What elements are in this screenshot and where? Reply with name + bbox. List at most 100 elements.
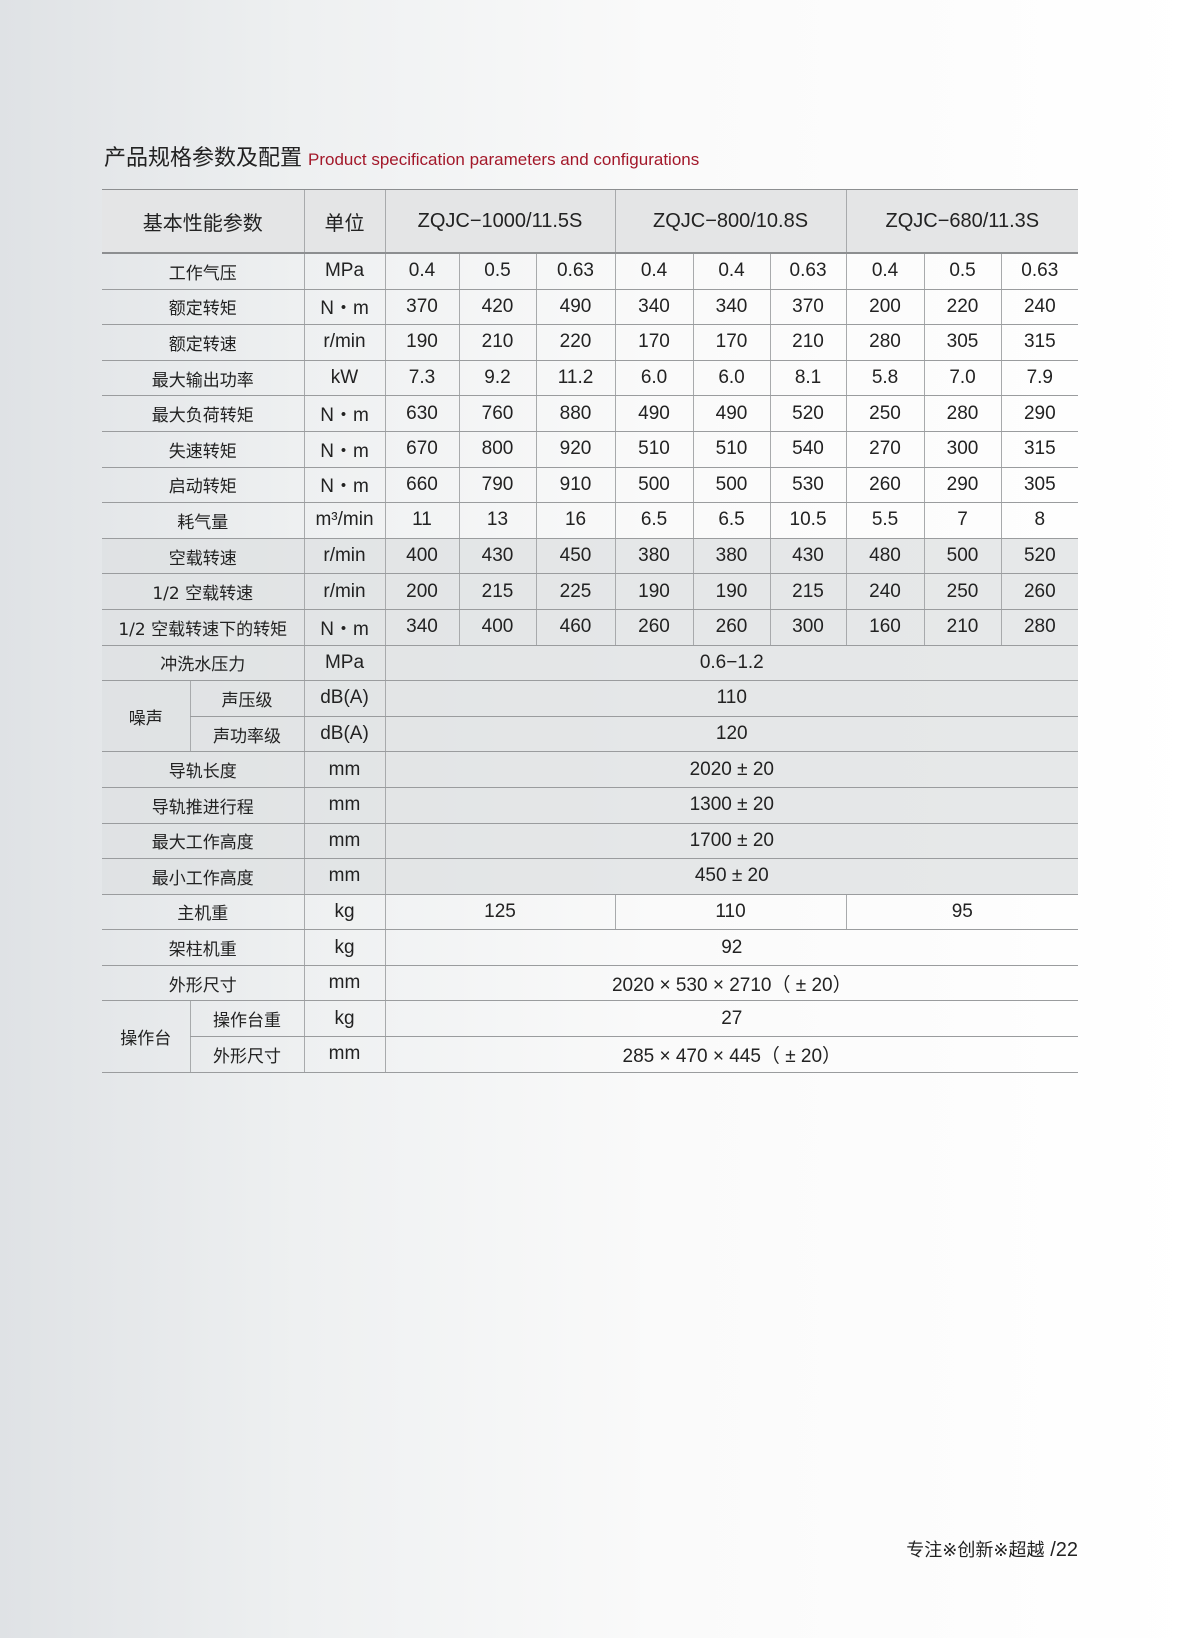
param-value: 8.1 — [769, 360, 847, 397]
param-value: 110 — [614, 894, 847, 931]
table-row: 主机重 kg 125 110 95 — [102, 894, 1079, 931]
param-value: 190 — [384, 324, 459, 361]
param-value: 540 — [769, 431, 847, 468]
param-value: 7 — [923, 502, 1002, 539]
param-value: 0.63 — [1000, 253, 1079, 290]
param-value: 215 — [458, 573, 536, 610]
param-value: 260 — [692, 609, 771, 646]
param-value: 1700 ± 20 — [384, 823, 1079, 860]
param-name: 操作台重 — [189, 1000, 304, 1038]
param-value: 285 × 470 × 445（ ± 20） — [384, 1036, 1079, 1073]
param-value: 11.2 — [535, 360, 616, 397]
param-unit: N・m — [303, 609, 385, 646]
param-value: 400 — [458, 609, 536, 646]
param-value: 0.6−1.2 — [384, 645, 1079, 682]
param-unit: N・m — [303, 289, 385, 326]
param-value: 0.63 — [535, 253, 616, 290]
param-value: 290 — [1000, 395, 1079, 432]
param-value: 280 — [1000, 609, 1079, 646]
param-value: 400 — [384, 538, 459, 575]
page-number: /22 — [1050, 1539, 1078, 1561]
param-unit: kg — [303, 1000, 385, 1038]
param-name: 耗气量 — [102, 502, 304, 539]
param-value: 225 — [535, 573, 616, 610]
param-name: 额定转速 — [102, 324, 304, 361]
title-zh: 产品规格参数及配置 — [104, 146, 303, 171]
param-value: 10.5 — [769, 502, 847, 539]
param-unit: mm — [303, 787, 385, 824]
param-value: 0.5 — [458, 253, 536, 290]
param-value: 490 — [692, 395, 771, 432]
param-unit: kW — [303, 360, 385, 397]
param-value: 240 — [1000, 289, 1079, 326]
param-value: 340 — [692, 289, 771, 326]
param-value: 13 — [458, 502, 536, 539]
param-value: 490 — [614, 395, 694, 432]
param-unit: r/min — [303, 324, 385, 361]
header-row: 基本性能参数 单位 ZQJC−1000/11.5S ZQJC−800/10.8S… — [102, 189, 1079, 254]
param-name: 1/2 空载转速下的转矩 — [102, 609, 304, 646]
table-row: 冲洗水压力 MPa 0.6−1.2 — [102, 645, 1079, 682]
table-row: 失速转矩 N・m 670 800 920 510 510 540 270 300 315 — [102, 431, 1079, 468]
param-unit: r/min — [303, 573, 385, 610]
group-name-console: 操作台 — [102, 1000, 190, 1073]
param-value: 6.0 — [614, 360, 694, 397]
param-value: 530 — [769, 467, 847, 504]
param-value: 260 — [614, 609, 694, 646]
param-value: 170 — [614, 324, 694, 361]
param-value: 210 — [923, 609, 1002, 646]
param-value: 170 — [692, 324, 771, 361]
param-name: 失速转矩 — [102, 431, 304, 468]
param-value: 760 — [458, 395, 536, 432]
header-unit: 单位 — [303, 189, 385, 254]
param-value: 500 — [614, 467, 694, 504]
param-name: 架柱机重 — [102, 929, 304, 966]
param-value: 510 — [614, 431, 694, 468]
footer-slogan: 专注※创新※超越 — [906, 1540, 1045, 1561]
param-value: 790 — [458, 467, 536, 504]
param-value: 260 — [845, 467, 925, 504]
param-value: 370 — [769, 289, 847, 326]
header-model: ZQJC−800/10.8S — [614, 189, 847, 254]
param-value: 920 — [535, 431, 616, 468]
param-unit: dB(A) — [303, 716, 385, 753]
param-value: 7.9 — [1000, 360, 1079, 397]
param-value: 125 — [384, 894, 616, 931]
param-name: 导轨长度 — [102, 751, 304, 788]
param-value: 370 — [384, 289, 459, 326]
param-value: 160 — [845, 609, 925, 646]
param-value: 0.4 — [614, 253, 694, 290]
param-name: 导轨推进行程 — [102, 787, 304, 824]
param-value: 6.5 — [614, 502, 694, 539]
param-value: 510 — [692, 431, 771, 468]
param-value: 210 — [458, 324, 536, 361]
param-value: 210 — [769, 324, 847, 361]
table-row: 噪声 声压级 dB(A) 110 — [102, 680, 1079, 753]
param-name: 最大输出功率 — [102, 360, 304, 397]
param-value: 460 — [535, 609, 616, 646]
param-value: 500 — [692, 467, 771, 504]
param-value: 215 — [769, 573, 847, 610]
param-unit: mm — [303, 751, 385, 788]
footer: 专注※创新※超越 /22 — [906, 1536, 1078, 1562]
param-value: 910 — [535, 467, 616, 504]
param-value: 430 — [458, 538, 536, 575]
table-row: 声功率级 dB(A) 120 — [102, 716, 1079, 753]
param-value: 670 — [384, 431, 459, 468]
param-unit: kg — [303, 894, 385, 931]
param-value: 190 — [692, 573, 771, 610]
title-en: Product specification parameters and con… — [308, 150, 700, 169]
param-value: 520 — [769, 395, 847, 432]
param-name: 空载转速 — [102, 538, 304, 575]
param-value: 200 — [384, 573, 459, 610]
param-value: 380 — [692, 538, 771, 575]
param-value: 280 — [845, 324, 925, 361]
param-value: 315 — [1000, 431, 1079, 468]
param-value: 220 — [535, 324, 616, 361]
table-row: 最大负荷转矩 N・m 630 760 880 490 490 520 250 280 290 — [102, 395, 1079, 432]
param-unit: MPa — [303, 253, 385, 290]
param-name: 启动转矩 — [102, 467, 304, 504]
param-name: 额定转矩 — [102, 289, 304, 326]
param-unit: mm — [303, 823, 385, 860]
param-value: 490 — [535, 289, 616, 326]
